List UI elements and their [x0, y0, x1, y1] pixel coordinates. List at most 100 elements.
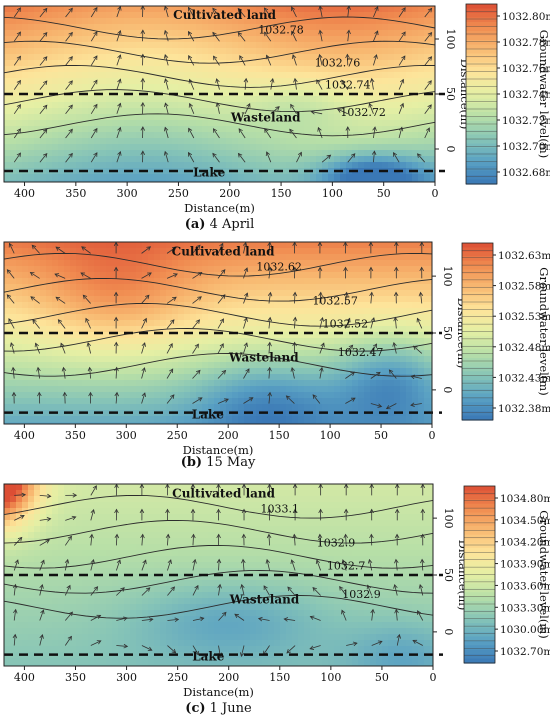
heatmap-cell — [328, 18, 335, 25]
heatmap-cell — [160, 392, 167, 399]
flow-arrow — [39, 56, 48, 66]
heatmap-cell — [46, 42, 53, 49]
heatmap-cell — [400, 156, 407, 163]
flow-arrow — [212, 7, 220, 18]
heatmap-cell — [202, 314, 209, 321]
heatmap-cell — [376, 422, 383, 424]
colorbar-band — [466, 157, 497, 163]
heatmap-cell — [388, 168, 395, 175]
heatmap-cell — [364, 18, 371, 25]
flow-arrowhead — [318, 53, 323, 59]
heatmap-cell — [94, 392, 101, 399]
heatmap-cell — [118, 24, 125, 31]
heatmap-cell — [124, 174, 131, 181]
heatmap-cell — [334, 162, 341, 169]
heatmap-cell — [46, 114, 53, 121]
heatmap-cell — [16, 108, 23, 115]
heatmap-cell — [70, 60, 77, 67]
heatmap-cell — [304, 332, 311, 339]
heatmap-cell — [160, 362, 167, 369]
heatmap-cell — [376, 302, 383, 309]
heatmap-cell — [130, 398, 137, 405]
flow-arrowhead — [42, 56, 48, 61]
heatmap-cell — [424, 102, 431, 109]
heatmap-cell — [4, 138, 11, 145]
heatmap-cell — [118, 410, 125, 417]
heatmap-cell — [34, 350, 41, 357]
heatmap-cell — [166, 314, 173, 321]
heatmap-cell — [40, 392, 47, 399]
heatmap-cell — [274, 12, 281, 19]
heatmap-cell — [238, 36, 245, 43]
heatmap-cell — [364, 132, 371, 139]
heatmap-cell — [214, 12, 221, 19]
heatmap-cell — [124, 248, 131, 255]
flow-arrowhead — [416, 153, 422, 158]
heatmap-cell — [142, 332, 149, 339]
heatmap-cell — [70, 410, 77, 417]
heatmap-cell — [76, 156, 83, 163]
heatmap-cell — [4, 156, 11, 163]
heatmap-cell — [340, 260, 347, 267]
heatmap-cell — [148, 422, 155, 424]
heatmap-cell — [112, 368, 119, 375]
flow-arrow — [141, 318, 147, 329]
heatmap-cell — [64, 344, 71, 351]
heatmap-cell — [232, 308, 239, 315]
heatmap-cell — [292, 48, 299, 55]
heatmap-cell — [166, 150, 173, 157]
heatmap-cell — [34, 24, 41, 31]
heatmap-cell — [310, 332, 317, 339]
heatmap-cell — [22, 392, 29, 399]
heatmap-cell — [160, 266, 167, 273]
heatmap-cell — [154, 338, 161, 345]
flow-arrow — [292, 54, 297, 66]
heatmap-cell — [154, 126, 161, 133]
heatmap-cell — [394, 386, 401, 393]
heatmap-cell — [418, 18, 425, 25]
flow-arrowhead — [147, 272, 152, 277]
heatmap-cell — [388, 326, 395, 333]
flow-arrowhead — [219, 343, 224, 348]
heatmap-cell — [406, 102, 413, 109]
heatmap-cell — [106, 278, 113, 285]
heatmap-cell — [160, 66, 167, 73]
heatmap-cell — [112, 150, 119, 157]
flow-arrowhead — [320, 342, 325, 348]
heatmap-cell — [400, 308, 407, 315]
heatmap-cell — [250, 410, 257, 417]
heatmap-cell — [70, 138, 77, 145]
heatmap-cell — [400, 332, 407, 339]
heatmap-cell — [178, 290, 185, 297]
heatmap-cell — [184, 374, 191, 381]
heatmap-cell — [70, 48, 77, 55]
heatmap-cell — [100, 30, 107, 37]
heatmap-cell — [178, 90, 185, 97]
heatmap-cell — [226, 404, 233, 411]
heatmap-cell — [178, 380, 185, 387]
heatmap-cell — [274, 18, 281, 25]
heatmap-cell — [160, 126, 167, 133]
heatmap-cell — [274, 162, 281, 169]
heatmap-cell — [10, 126, 17, 133]
heatmap-cell — [94, 278, 101, 285]
heatmap-cell — [256, 138, 263, 145]
heatmap-cell — [172, 380, 179, 387]
heatmap-cell — [418, 392, 425, 399]
heatmap-cell — [94, 156, 101, 163]
heatmap-cell — [82, 392, 89, 399]
heatmap-cell — [424, 180, 431, 182]
heatmap-cell — [148, 320, 155, 327]
heatmap-cell — [310, 362, 317, 369]
heatmap-cell — [94, 374, 101, 381]
heatmap-cell — [406, 308, 413, 315]
heatmap-cell — [388, 60, 395, 67]
heatmap-cell — [394, 54, 401, 61]
colorbar-band — [466, 71, 497, 77]
flow-arrow — [347, 6, 350, 18]
heatmap-cell — [10, 36, 17, 43]
heatmap-cell — [154, 386, 161, 393]
heatmap-cell — [106, 24, 113, 31]
flow-arrowhead — [114, 391, 119, 397]
heatmap-cell — [22, 374, 29, 381]
